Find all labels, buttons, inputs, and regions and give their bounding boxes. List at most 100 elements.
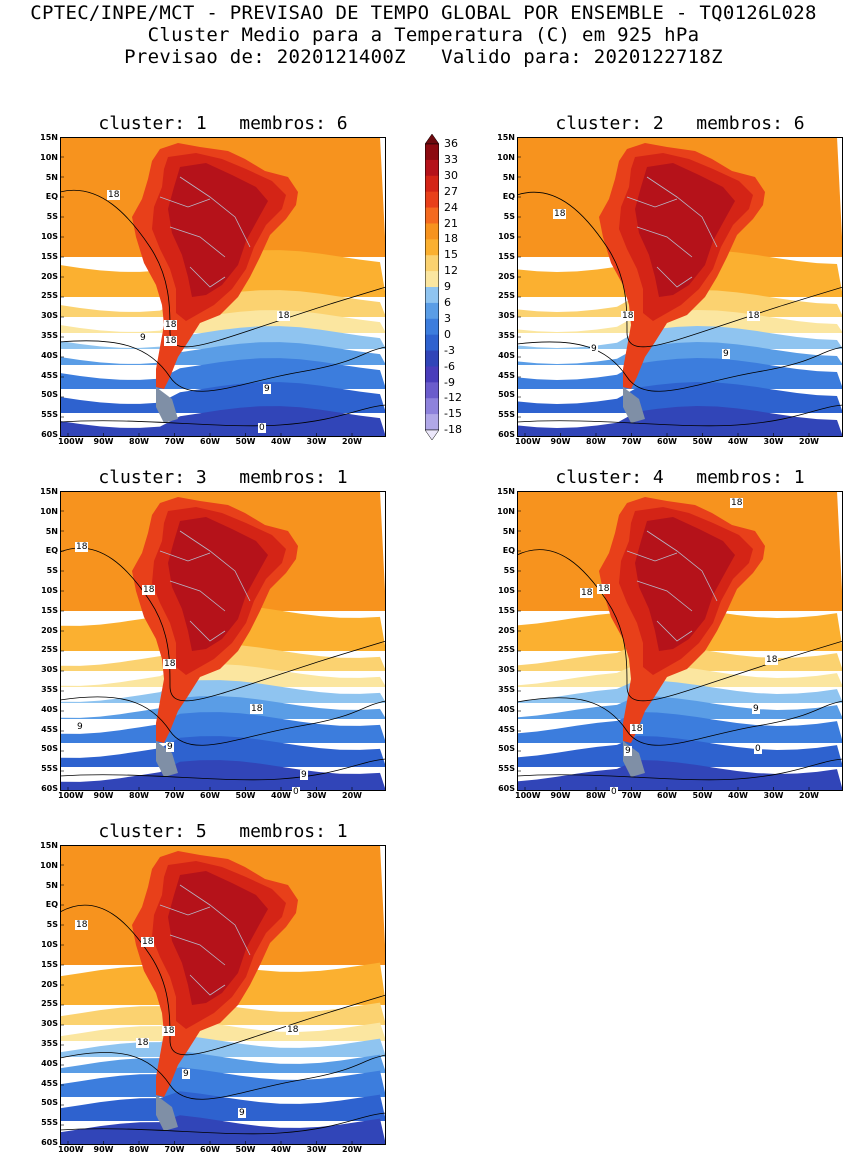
contour-label: 0 [754,744,762,754]
country-border [636,580,693,612]
lat-label: 5N [45,880,58,890]
lon-label: 70W [621,437,642,446]
temperature-band [60,1035,386,1057]
temperature-band [60,342,386,365]
contour-18 [60,547,386,702]
contour-0 [60,1112,386,1135]
colorbar-segment [425,302,439,320]
country-border [189,266,226,288]
contour-label: 9 [752,704,760,714]
colorbar-segment [425,271,439,288]
lon-label: 60W [657,791,677,800]
colorbar-label: 33 [444,152,458,166]
lon-label: 20W [799,791,819,800]
lat-label: 30S [41,1019,58,1029]
lat-label: 25S [41,999,58,1009]
country-border [626,196,678,208]
contour-label: 18 [75,542,89,552]
lon-label: 90W [93,1145,114,1154]
lat-label: 40S [498,350,515,360]
temperature-band [60,1115,386,1145]
colorbar-segment [425,350,439,367]
country-border [189,620,226,642]
lon-label: 40W [728,791,748,800]
header-line-3: Previsao de: 2020121400Z Valido para: 20… [124,46,723,68]
lon-label: 60W [657,437,677,446]
lon-label: 40W [271,791,291,800]
temperature-band [60,664,386,687]
lat-label: 20S [41,271,58,281]
lat-label: 5S [503,566,515,576]
lat-label: 20S [41,979,58,989]
lat-label: 5S [46,920,58,930]
country-border [169,934,226,966]
lat-label: EQ [45,546,58,556]
lon-label: 100W [58,1145,84,1154]
contour-label: 18 [164,336,178,346]
temperature-band [517,736,843,767]
contour-label: 18 [75,920,89,930]
temperature-band [60,1051,386,1073]
temperature-band [60,760,386,791]
lat-label: 40S [41,350,58,360]
contour-9 [60,340,386,392]
lon-label: 70W [621,791,642,800]
lat-label: 45S [41,724,58,734]
lat-label: 30S [41,311,58,321]
lat-label: 40S [41,1058,58,1068]
contour-18 [517,549,843,702]
lon-label: 90W [550,791,571,800]
lat-label: 30S [498,311,515,321]
temperature-band [517,358,843,389]
colorbar-segment [425,223,439,240]
colorbar-segment [425,191,439,209]
lat-label: 55S [41,1118,58,1128]
temperature-band [517,342,843,365]
colorbar-segment [425,255,439,272]
lon-label: 50W [692,791,713,800]
temperature-band [60,382,386,413]
contour-label: 9 [76,722,84,732]
hot-region [635,517,735,651]
lat-label: 20S [41,625,58,635]
map-frame [517,491,843,791]
temperature-band [60,1019,386,1041]
lat-label: 15S [498,251,515,261]
hot-region [168,163,268,297]
colorbar-label: -18 [444,423,462,437]
map-frame [60,845,386,1145]
map-frame [60,137,386,437]
lon-label: 60W [200,437,220,446]
lat-label: 10S [41,232,58,241]
contour-0 [517,404,843,427]
lon-label: 100W [58,791,84,800]
hot-region [168,517,268,651]
country-border [626,550,678,562]
contour-label: 18 [250,704,264,714]
lat-label: 15N [40,841,58,850]
colorbar-label: 36 [444,137,458,150]
lon-label: 50W [692,437,713,446]
lon-label: 20W [799,437,819,446]
patagonia [156,387,178,423]
panel-5-title: cluster: 5 membros: 1 [98,821,348,842]
lon-label: 80W [129,1145,149,1154]
patagonia [623,387,645,423]
lat-label: EQ [45,900,58,910]
country-border [159,904,211,916]
patagonia [156,1095,178,1131]
contour-0 [517,758,843,781]
contour-label: 9 [263,384,271,394]
contour-label: 0 [610,787,618,797]
lon-label: 50W [235,791,256,800]
lat-label: 15S [498,605,515,615]
lon-label: 90W [93,791,114,800]
map-panel-3: 15N 10N 5N EQ 5S 10S 15S 20S 25S 30S 35S 40S 45S 50S 5… [40,487,386,800]
colorbar-label: 15 [444,248,458,262]
lat-label: 60S [41,1138,58,1147]
lon-label: 50W [235,437,256,446]
lat-label: 10N [497,506,515,516]
lat-label: 5S [503,212,515,222]
lat-label: 30S [498,665,515,675]
contour-label: 18 [747,311,761,321]
